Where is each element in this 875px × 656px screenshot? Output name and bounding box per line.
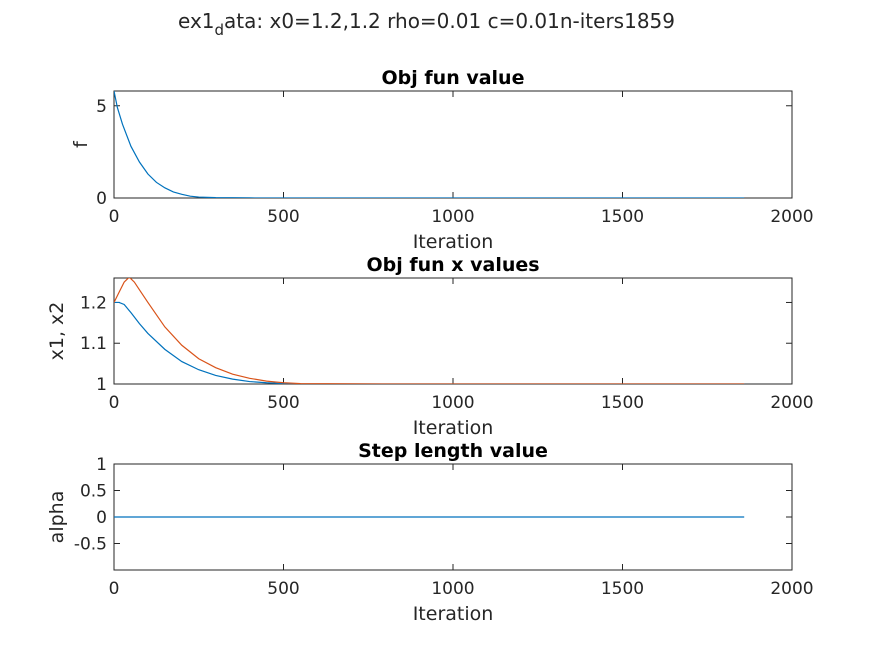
series-line-1	[114, 301, 745, 384]
y-tick-label: 0	[96, 508, 107, 528]
x-tick-label: 0	[109, 207, 120, 227]
x-tick-label: 0	[109, 579, 120, 599]
x-axis-label: Iteration	[413, 603, 494, 625]
y-tick-label: 1	[96, 455, 107, 475]
y-tick-label: -0.5	[74, 535, 107, 555]
suptitle-subscript: d	[215, 21, 225, 39]
x-tick-label: 500	[267, 579, 299, 599]
axes-title: Obj fun x values	[366, 254, 539, 276]
x-tick-label: 2000	[770, 207, 813, 227]
y-tick-label: 1	[96, 375, 107, 395]
suptitle-rest: ata: x0=1.2,1.2 rho=0.01 c=0.01n-iters18…	[224, 9, 675, 33]
axes-title: Step length value	[358, 440, 548, 462]
x-tick-label: 500	[267, 207, 299, 227]
y-tick-label: 0.5	[80, 482, 107, 502]
x-tick-label: 1000	[431, 207, 474, 227]
y-tick-label: 1.1	[80, 334, 107, 354]
plot-area	[113, 90, 793, 199]
x-axis-label: Iteration	[413, 231, 494, 253]
x-axis-label: Iteration	[413, 417, 494, 439]
axes-title: Obj fun value	[382, 67, 525, 89]
y-axis-label: x1, x2	[46, 302, 68, 361]
y-axis-label: f	[70, 140, 92, 148]
series-line-2	[114, 278, 745, 384]
x-tick-label: 500	[267, 393, 299, 413]
x-tick-label: 2000	[770, 393, 813, 413]
x-tick-label: 2000	[770, 579, 813, 599]
y-tick-label: 0	[96, 189, 107, 209]
y-axis-label: alpha	[46, 491, 68, 544]
y-tick-label: 1.2	[80, 293, 107, 313]
x-tick-label: 0	[109, 393, 120, 413]
axes-1: 0 500 1000 1500 2000 0 5 Obj fun value Iteration…	[70, 67, 814, 253]
axes-2: 0 500 1000 1500 2000 1 1.1 1.2 Obj fun x values I…	[46, 254, 814, 439]
axes-3: 0 500 1000 1500 2000 -0.5 0 0.5 1 Step length val…	[46, 440, 814, 625]
suptitle: ex1data: x0=1.2,1.2 rho=0.01 c=0.01n-ite…	[178, 9, 675, 39]
x-tick-label: 1500	[601, 579, 644, 599]
x-tick-label: 1000	[431, 393, 474, 413]
plot-area	[113, 277, 793, 385]
x-tick-label: 1500	[601, 393, 644, 413]
x-tick-label: 1000	[431, 579, 474, 599]
series-line-1	[114, 91, 745, 198]
y-tick-label: 5	[96, 97, 107, 117]
suptitle-main: ex1	[178, 9, 215, 33]
x-tick-label: 1500	[601, 207, 644, 227]
